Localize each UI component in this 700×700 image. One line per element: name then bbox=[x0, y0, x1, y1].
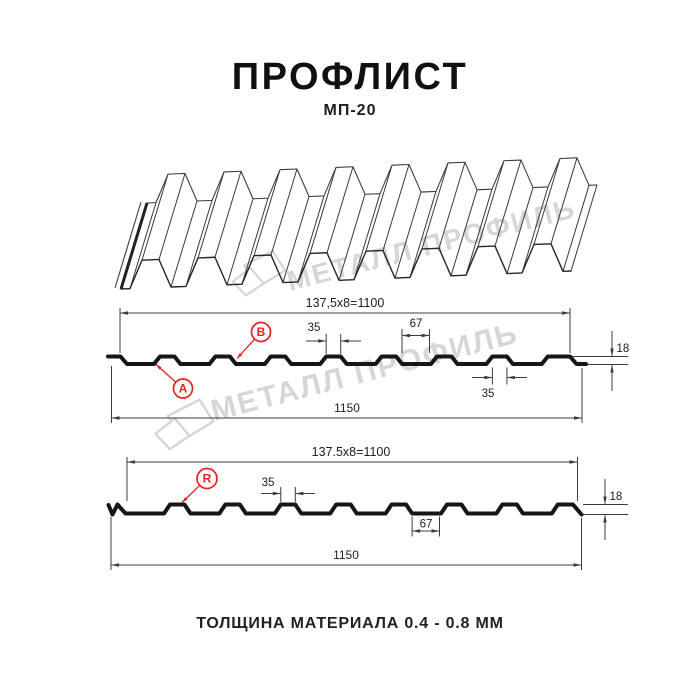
dim-height: 18 bbox=[617, 343, 630, 355]
dim-overall-width: 1150 bbox=[334, 401, 360, 415]
point-label-circle-a bbox=[172, 378, 194, 399]
dim-height: 18 bbox=[610, 491, 623, 503]
point-label-a: A bbox=[179, 382, 188, 396]
profile-cross-section-ab bbox=[106, 354, 588, 366]
sheet-back-edge bbox=[146, 157, 598, 204]
profile-model-subtitle: МП-20 bbox=[323, 102, 377, 119]
page-title: ПРОФЛИСТ bbox=[231, 56, 469, 98]
cross-section-r: 137.5x8=1100 35 67 18 1150 R bbox=[106, 445, 628, 570]
dim-module-width: 137,5x8=1100 bbox=[306, 296, 385, 310]
dim-overall-width: 1150 bbox=[333, 548, 359, 562]
sheet-3d-view bbox=[114, 157, 598, 290]
point-label-circle-b bbox=[250, 321, 272, 343]
sheet-front-edge bbox=[120, 243, 572, 290]
metall-profil-logo-icon bbox=[231, 249, 287, 297]
point-label-circle-r bbox=[196, 467, 218, 490]
dim-rib-spacing: 67 bbox=[410, 318, 423, 330]
material-thickness-note: ТОЛЩИНА МАТЕРИАЛА 0.4 - 0.8 ММ bbox=[196, 615, 504, 632]
watermark-text: МЕТАЛЛ ПРОФИЛЬ bbox=[207, 317, 521, 428]
metall-profil-logo-icon bbox=[154, 398, 215, 451]
cross-section-ab: 137,5x8=1100 35 67 35 18 1150 A B bbox=[106, 296, 630, 423]
point-label-r: R bbox=[203, 472, 212, 486]
profile-cross-section-r bbox=[106, 502, 584, 517]
point-label-b: B bbox=[257, 325, 266, 339]
dim-rib-spacing: 67 bbox=[420, 519, 433, 531]
dim-module-width: 137.5x8=1100 bbox=[312, 445, 391, 459]
dim-rib-top: 35 bbox=[308, 322, 321, 334]
dim-rib-top: 35 bbox=[262, 477, 275, 489]
dim-rib-bottom: 35 bbox=[482, 388, 495, 400]
